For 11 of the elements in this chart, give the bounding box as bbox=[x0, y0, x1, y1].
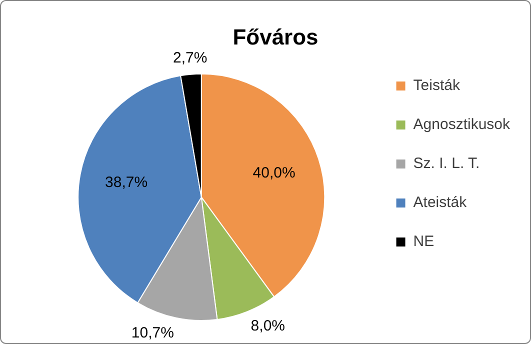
data-label: 2,7% bbox=[173, 50, 208, 67]
legend-label: Teisták bbox=[413, 77, 460, 94]
legend-label: Sz. I. L. T. bbox=[413, 155, 480, 172]
legend-label: Agnosztikusok bbox=[413, 116, 510, 134]
data-label: 8,0% bbox=[250, 318, 286, 335]
legend-label: Ateisták bbox=[413, 194, 468, 212]
legend-label: NE bbox=[413, 233, 434, 250]
data-label: 38,7% bbox=[105, 174, 148, 192]
data-label: 10,7% bbox=[131, 324, 174, 342]
chart-title: Főváros bbox=[232, 24, 318, 50]
data-label: 40,0% bbox=[252, 164, 296, 182]
